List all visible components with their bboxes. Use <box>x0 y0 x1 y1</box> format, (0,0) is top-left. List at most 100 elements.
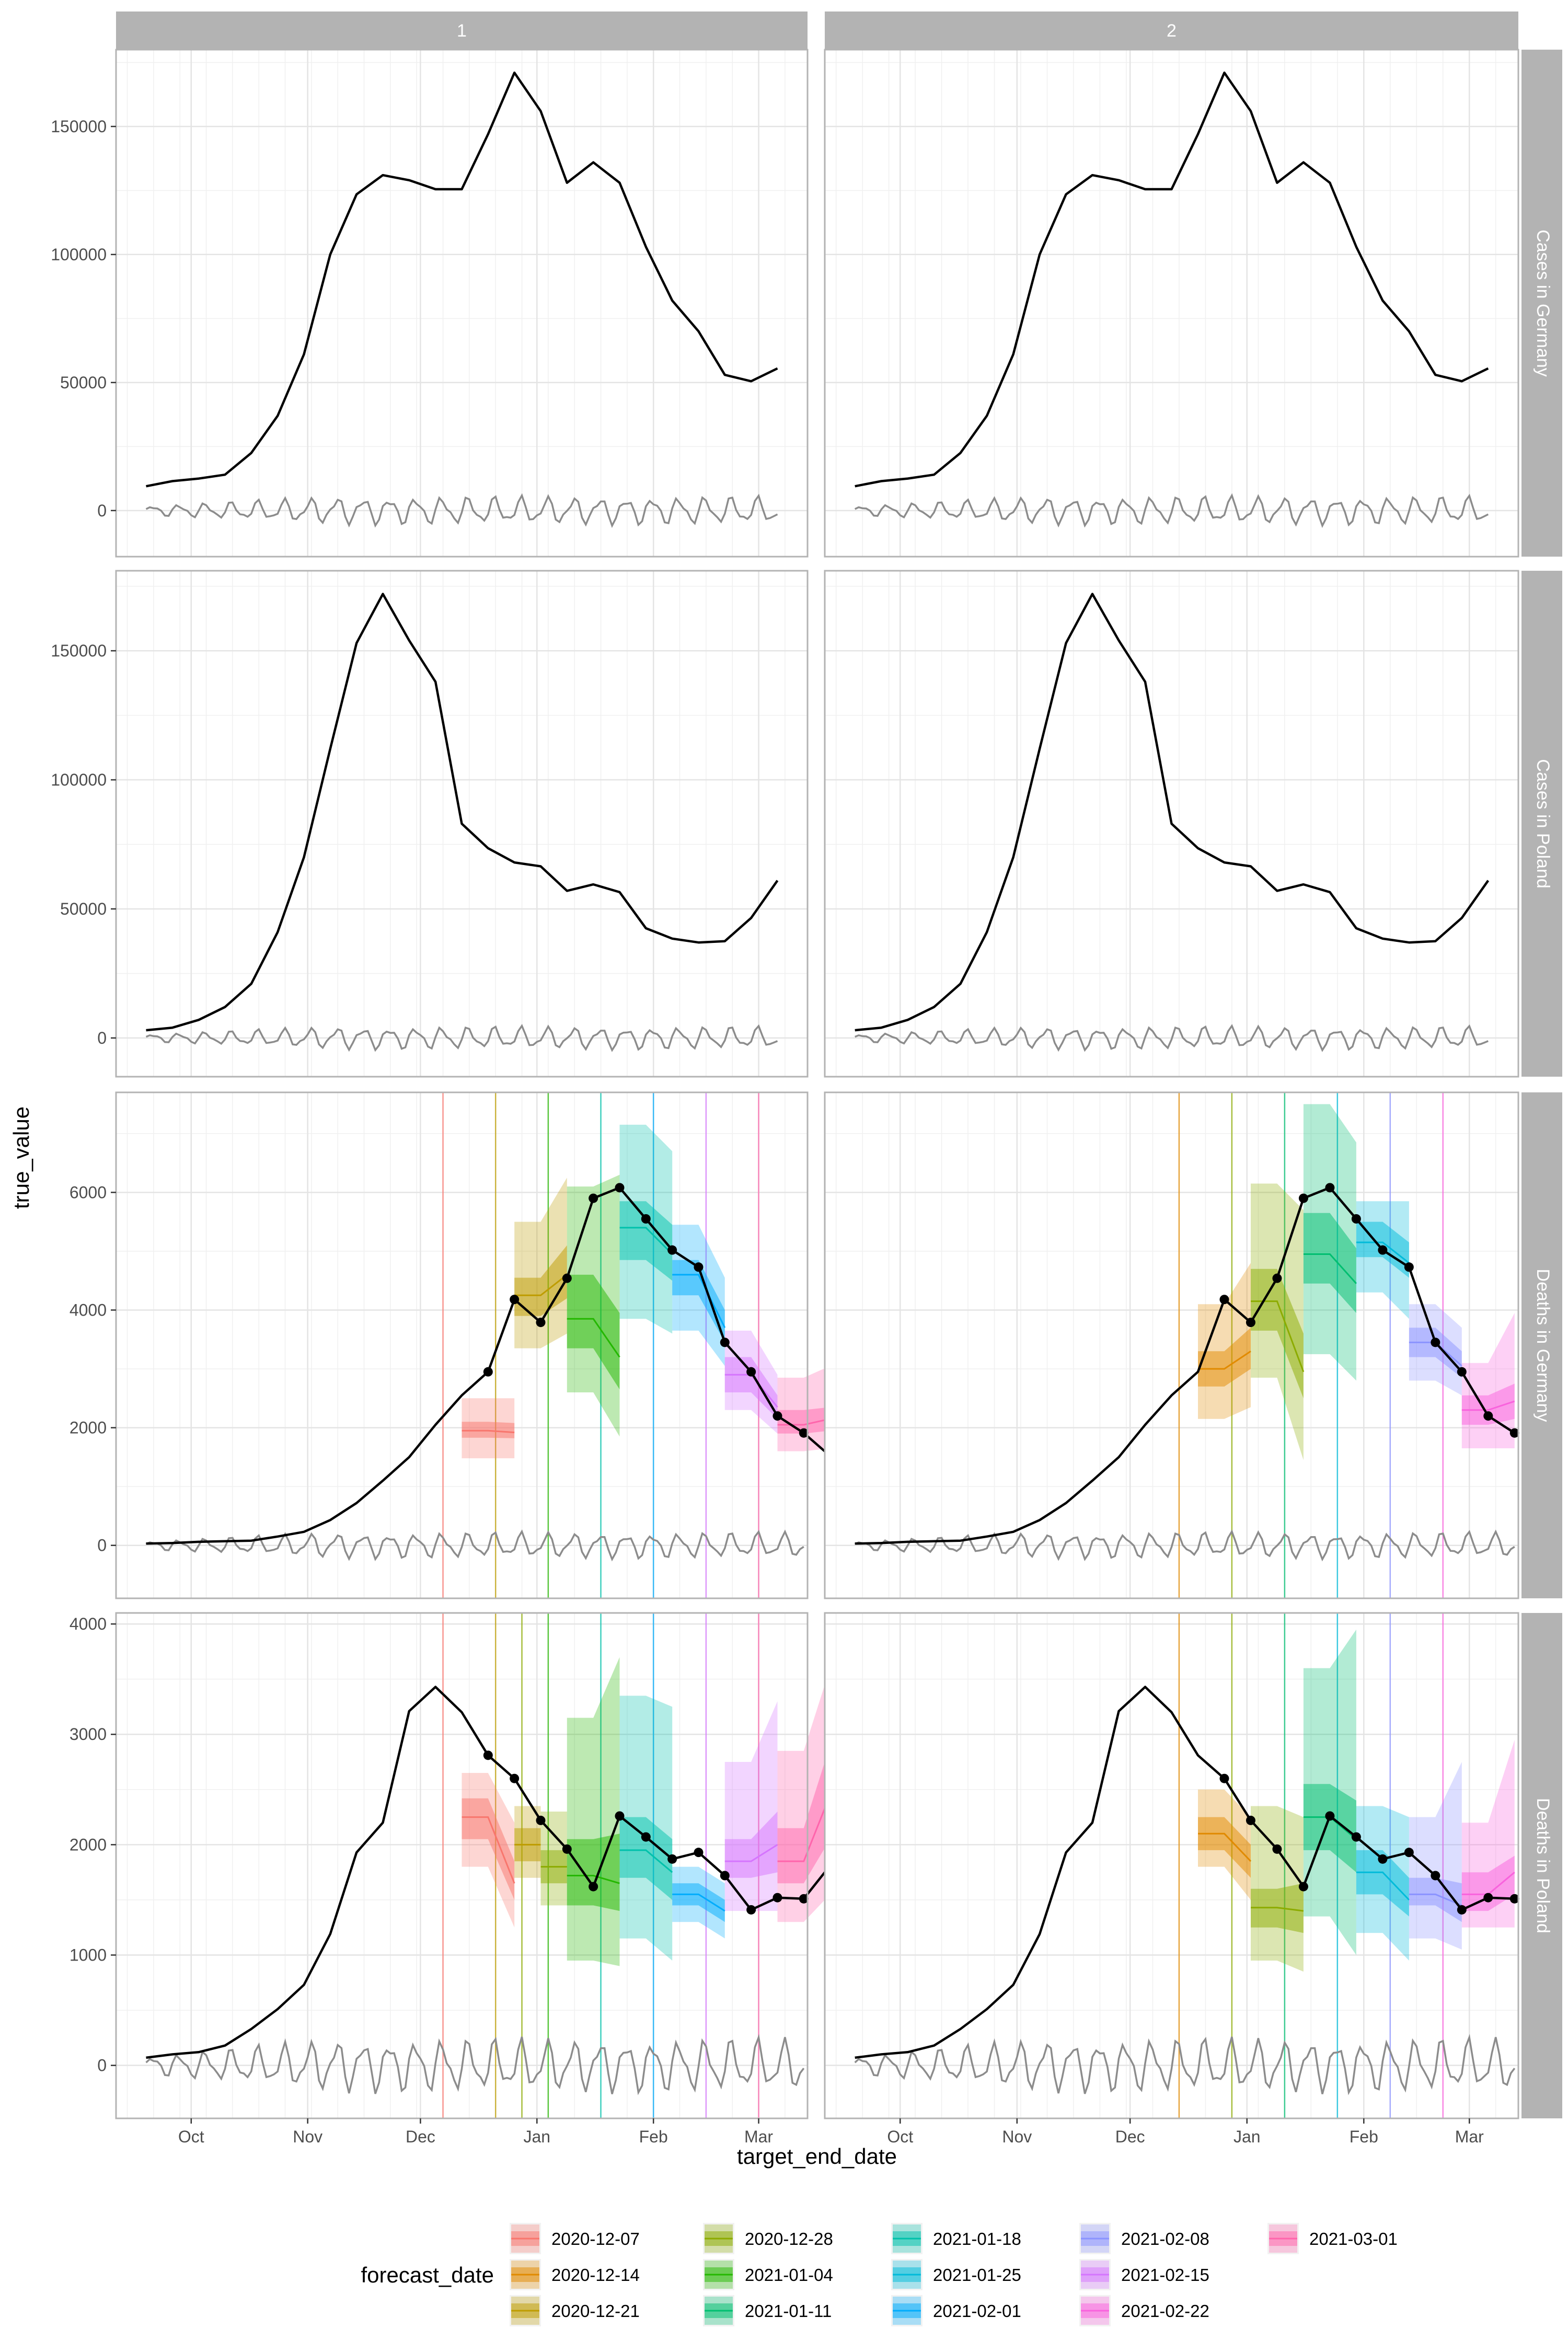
forecast-band-50 <box>567 1834 620 1911</box>
legend-item-2021-03-01: 2021-03-01 <box>1267 2223 1398 2254</box>
truth-point <box>1351 1214 1361 1224</box>
forecast-band-50 <box>1198 1328 1251 1387</box>
legend-title: forecast_date <box>361 2263 494 2287</box>
y-tick-label: 50000 <box>60 373 107 392</box>
panel-background <box>825 1092 1518 1598</box>
forecast-2021-03-01 <box>777 1668 831 1922</box>
forecast-2020-12-28 <box>1251 1806 1304 1972</box>
x-tick-label: Feb <box>1350 2127 1378 2146</box>
facet-panel-2-1: 0 50000 100000 150000 <box>51 570 809 1078</box>
y-tick-label: 3000 <box>70 1725 107 1744</box>
truth-point <box>562 1273 572 1283</box>
truth-point <box>1483 1893 1493 1903</box>
truth-point <box>746 1367 756 1377</box>
truth-point <box>483 1750 493 1760</box>
legend-item-2021-01-25: 2021-01-25 <box>891 2259 1021 2290</box>
facet-strip-row <box>1521 1613 1562 2118</box>
forecast-median-line <box>1409 1893 1462 1906</box>
legend-label: 2021-01-25 <box>933 2265 1021 2285</box>
x-tick-label: Oct <box>178 2127 204 2146</box>
forecast-median-line <box>1251 1300 1305 1373</box>
forecast-median-line <box>462 1429 515 1434</box>
forecast-band-50 <box>672 1260 725 1343</box>
facet-panel-4-2: Oct Nov Dec Jan Feb Mar <box>824 1612 1519 2146</box>
truth-point <box>1325 1183 1335 1193</box>
truth-point <box>589 1882 598 1892</box>
truth-line <box>855 71 1489 488</box>
forecast-2021-02-22 <box>1461 1313 1515 1448</box>
truth-point <box>1298 1193 1308 1203</box>
truth-point <box>483 1367 493 1377</box>
legend-item-2021-01-04: 2021-01-04 <box>703 2259 833 2290</box>
forecast-band-50 <box>777 1407 831 1434</box>
legend-keys: 2020-12-07 2020-12-14 2020-12-21 2020-12-28… <box>510 2223 1398 2326</box>
forecast-2021-01-25 <box>1356 1806 1410 1961</box>
forecast-2021-01-11 <box>1303 1629 1357 1955</box>
panel-background <box>116 1613 808 2118</box>
truth-point <box>667 1245 677 1255</box>
y-tick-label: 0 <box>97 501 107 520</box>
panel-border <box>824 49 1519 558</box>
truth-point <box>1272 1844 1282 1854</box>
legend-item-2021-02-01: 2021-02-01 <box>891 2295 1021 2326</box>
forecast-2021-01-04 <box>567 1657 620 1966</box>
forecast-median-line <box>1356 1241 1410 1264</box>
truth-point <box>720 1338 730 1347</box>
legend-item-2020-12-28: 2020-12-28 <box>703 2223 833 2254</box>
truth-point <box>589 1193 598 1203</box>
x-tick-label: Mar <box>1455 2127 1484 2146</box>
truth-point <box>667 1854 677 1864</box>
legend-label: 2021-02-22 <box>1121 2301 1209 2321</box>
forecast-median-line <box>672 1893 725 1912</box>
x-tick-label: Feb <box>639 2127 668 2146</box>
truth-point <box>615 1811 625 1821</box>
forecast-median-line <box>1356 1871 1410 1901</box>
truth-point <box>510 1295 520 1305</box>
facet-strip-row <box>1521 1092 1562 1598</box>
facet-strip-row <box>1521 571 1562 1077</box>
forecast-2020-12-07 <box>462 1773 515 1928</box>
x-tick-label: Mar <box>744 2127 773 2146</box>
truth-point <box>1431 1871 1440 1881</box>
panel-border <box>115 1091 809 1599</box>
legend-label: 2020-12-28 <box>745 2229 833 2249</box>
truth-line <box>146 71 778 488</box>
y-tick-label: 1000 <box>70 1946 107 1965</box>
truth-point <box>773 1411 782 1421</box>
forecast-median-line <box>1198 1351 1251 1370</box>
truth-point <box>694 1262 704 1272</box>
legend-item-2021-02-22: 2021-02-22 <box>1079 2295 1209 2326</box>
legend-label: 2020-12-07 <box>551 2229 640 2249</box>
forecast-band-50 <box>1461 1383 1515 1425</box>
forecast-median-line <box>619 1849 673 1873</box>
facet-panel-1-1: 0 50000 100000 150000 <box>51 49 809 558</box>
truth-point <box>536 1318 546 1328</box>
legend-label: 2021-01-04 <box>745 2265 833 2285</box>
forecast-median-line <box>1461 1400 1515 1411</box>
y-tick-label: 50000 <box>60 900 107 918</box>
truth-point <box>1351 1832 1361 1842</box>
legend-item-2021-01-18: 2021-01-18 <box>891 2223 1021 2254</box>
truth-point <box>799 1428 809 1438</box>
forecast-2020-12-14 <box>1198 1263 1251 1419</box>
facet-strip-row-label: Deaths in Poland <box>1533 1798 1553 1933</box>
panel-border <box>115 1612 809 2119</box>
truth-point <box>799 1894 809 1904</box>
forecast-2021-01-18 <box>619 1124 673 1334</box>
truth-point <box>1404 1262 1414 1272</box>
y-tick-label: 4000 <box>70 1615 107 1633</box>
facet-panel-3-1: 0 2000 4000 6000 <box>70 1091 835 1599</box>
legend-item-2021-01-11: 2021-01-11 <box>703 2295 832 2326</box>
truth-point <box>1298 1882 1308 1892</box>
truth-point <box>1483 1411 1493 1421</box>
y-tick-label: 4000 <box>70 1300 107 1319</box>
x-tick-label: Nov <box>293 2127 322 2146</box>
forecast-median-line <box>619 1227 673 1255</box>
legend-label: 2021-01-11 <box>745 2301 832 2321</box>
truth-point <box>641 1832 651 1842</box>
forecast-band-50 <box>462 1798 515 1900</box>
truth-point <box>1378 1854 1388 1864</box>
weekly-difference-line <box>855 1024 1489 1052</box>
